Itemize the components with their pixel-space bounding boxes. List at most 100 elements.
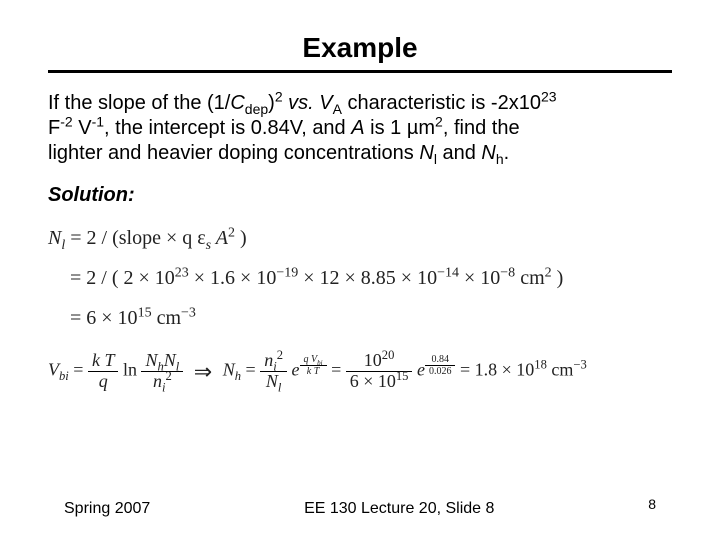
e18: 18: [534, 357, 547, 371]
text: , the intercept is 0.84V, and: [104, 117, 351, 139]
problem-statement: If the slope of the (1/Cdep)2 vs. VA cha…: [48, 91, 672, 166]
sup-23: 23: [541, 88, 557, 104]
sup-2: 2: [277, 348, 283, 362]
num-NhNl: NhNl: [141, 351, 183, 372]
qV: q V: [304, 354, 318, 365]
solution-label: Solution:: [48, 184, 672, 207]
text: × 10: [459, 267, 500, 289]
e15: 15: [396, 369, 409, 383]
Nl: N: [164, 350, 176, 370]
equation-Nl-result: = 6 × 1015 cm−3: [48, 301, 672, 335]
six-times: 6 × 10: [350, 371, 396, 391]
close-paren: ): [235, 227, 247, 249]
Vbi-V: V: [48, 359, 59, 379]
frac-NhNl-ni2: NhNl ni2: [141, 351, 183, 392]
text: × 12 × 8.85 × 10: [298, 267, 437, 289]
e15: 15: [138, 305, 152, 320]
cm-3: −3: [573, 357, 586, 371]
math-block: Nl = 2 / (slope × q εs A2 ) = 2 / ( 2 × …: [48, 221, 672, 392]
sub-l: l: [278, 380, 282, 394]
close-paren: ): [552, 267, 564, 289]
sup-2: 2: [275, 88, 283, 104]
sup-2: 2: [165, 369, 171, 383]
Nh: N: [145, 350, 157, 370]
num-084: 0.84: [425, 354, 456, 366]
symbol-A: A: [351, 117, 364, 139]
equation-Nl-numeric: = 2 / ( 2 × 1023 × 1.6 × 10−19 × 12 × 8.…: [48, 261, 672, 295]
footer-center: EE 130 Lecture 20, Slide 8: [304, 500, 494, 518]
exp-084-026: 0.840.026: [425, 359, 456, 371]
e20: 20: [382, 348, 395, 362]
frac-1020-6e15: 1020 6 × 1015: [346, 351, 413, 392]
e23: 23: [175, 265, 189, 280]
footer-page-number: 8: [648, 496, 656, 512]
eq: =: [331, 359, 346, 379]
unit-cm: cm: [515, 267, 544, 289]
footer-left: Spring 2007: [64, 500, 150, 518]
exp-qVbi-kT: q Vbik T: [300, 359, 327, 371]
sup-2b: 2: [435, 113, 443, 129]
den-kT: k T: [300, 366, 327, 377]
symbol-Nl: N: [419, 142, 433, 164]
text: lighter and heavier doping concentration…: [48, 142, 419, 164]
frac-kT-q: k T q: [88, 351, 119, 392]
e: e: [417, 359, 425, 379]
ni: n: [264, 350, 273, 370]
e: e: [292, 359, 300, 379]
frac-ni2-Nl: ni2 Nl: [260, 351, 287, 392]
eq: =: [69, 359, 88, 379]
A: A: [211, 227, 228, 249]
den-q: q: [88, 372, 119, 392]
text: If the slope of the (1/: [48, 92, 230, 114]
equation-Nl-definition: Nl = 2 / (slope × q εs A2 ): [48, 221, 672, 255]
period: .: [504, 142, 510, 164]
sub-A: A: [333, 101, 342, 117]
implies-arrow: ⇒: [188, 353, 218, 390]
den-6e15: 6 × 1015: [346, 372, 413, 392]
text: = 2 / ( 2 × 10: [70, 267, 175, 289]
sup-2: 2: [228, 225, 235, 240]
eq-result: = 1.8 × 10: [460, 359, 534, 379]
eq: =: [241, 359, 260, 379]
den-026: 0.026: [425, 366, 456, 377]
ln: ln: [123, 359, 142, 379]
unit-cm: cm: [152, 307, 181, 329]
cm-3: −3: [181, 305, 196, 320]
mu: µ: [407, 117, 419, 139]
text: is 1: [365, 117, 407, 139]
symbol-C: C: [230, 92, 244, 114]
den-Nl: Nl: [260, 372, 287, 392]
text: characteristic is -2x10: [342, 92, 541, 114]
eq-rhs: = 2 / (slope × q ε: [65, 227, 205, 249]
footer: Spring 2007 EE 130 Lecture 20, Slide 8 8: [0, 500, 720, 518]
and-text: and: [437, 142, 481, 164]
ten: 10: [364, 350, 382, 370]
unit-cm: cm: [547, 359, 574, 379]
slide-title: Example: [48, 32, 672, 73]
Nl: N: [48, 227, 61, 249]
sub-h: h: [496, 151, 504, 167]
sup-neg2: -2: [60, 113, 72, 129]
Nh: N: [223, 359, 235, 379]
num-kT: k T: [88, 351, 119, 372]
e-8: −8: [500, 265, 515, 280]
Vbi-bi: bi: [59, 369, 69, 383]
sup-neg1: -1: [92, 113, 104, 129]
den-ni2: ni2: [141, 372, 183, 392]
text: , find the: [443, 117, 520, 139]
equation-Vbi-Nh: Vbi = k T q ln NhNl ni2 ⇒ Nh = ni2 Nl eq…: [48, 351, 672, 392]
ni: n: [153, 371, 162, 391]
Nl: N: [266, 371, 278, 391]
unit-m: m: [418, 117, 435, 139]
num-ni2: ni2: [260, 351, 287, 372]
sub-dep: dep: [245, 101, 268, 117]
symbol-V: V: [319, 92, 332, 114]
slide: Example If the slope of the (1/Cdep)2 vs…: [0, 0, 720, 540]
e-14: −14: [437, 265, 459, 280]
unit-F: F: [48, 117, 60, 139]
cm2: 2: [545, 265, 552, 280]
e-19: −19: [276, 265, 298, 280]
text: ): [268, 92, 275, 114]
text: = 6 × 10: [70, 307, 138, 329]
sub-l: l: [176, 360, 180, 374]
